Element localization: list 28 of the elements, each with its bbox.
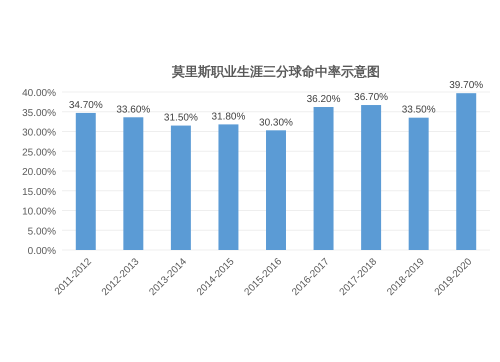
y-tick-label: 35.00%: [22, 108, 56, 119]
chart-title: 莫里斯职业生涯三分球命中率示意图: [171, 64, 380, 79]
y-tick-label: 15.00%: [22, 186, 56, 198]
data-label: 34.70%: [68, 100, 103, 111]
data-label: 31.50%: [164, 112, 198, 124]
bar: [266, 130, 286, 250]
data-label: 39.70%: [449, 80, 484, 92]
y-tick-label: 30.00%: [22, 128, 56, 138]
y-tick-label: 25.00%: [22, 147, 56, 158]
bar: [218, 124, 238, 250]
data-label: 36.70%: [354, 92, 388, 104]
data-label: 33.50%: [402, 104, 436, 116]
bar: [456, 93, 476, 250]
bar: [314, 107, 334, 250]
y-tick-label: 40.00%: [22, 88, 56, 99]
bar: [123, 117, 144, 250]
y-tick-label: 0.00%: [28, 246, 56, 257]
bar: [408, 118, 429, 250]
bar: [170, 126, 191, 250]
data-label: 31.80%: [211, 111, 246, 122]
data-label: 30.30%: [259, 117, 294, 128]
data-label: 36.20%: [306, 94, 341, 106]
y-tick-label: 5.00%: [28, 226, 56, 238]
bar: [76, 112, 96, 250]
data-label: 33.60%: [116, 104, 150, 116]
bar: [361, 105, 382, 250]
y-tick-label: 20.00%: [22, 167, 56, 178]
y-tick-label: 10.00%: [22, 206, 56, 218]
